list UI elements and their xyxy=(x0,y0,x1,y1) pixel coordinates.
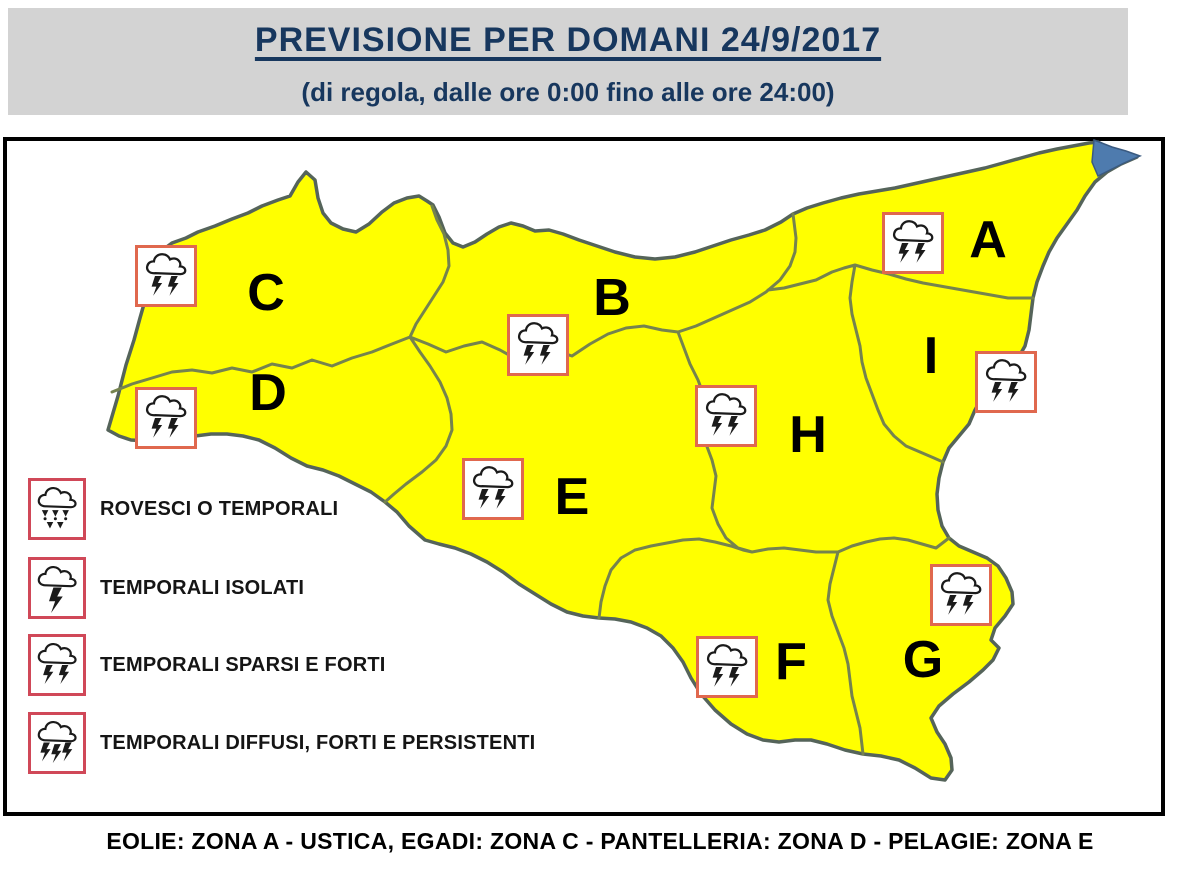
zone-label-e: E xyxy=(554,468,590,526)
legend-item-sparsi: TEMPORALI SPARSI E FORTI xyxy=(28,634,386,696)
zone-d-storm-icon xyxy=(135,387,197,449)
legend-item-diffusi: TEMPORALI DIFFUSI, FORTI E PERSISTENTI xyxy=(28,712,535,774)
page-subtitle: (di regola, dalle ore 0:00 fino alle ore… xyxy=(301,77,835,107)
zone-a-storm-icon xyxy=(882,212,944,274)
legend-label-rovesci: ROVESCI O TEMPORALI xyxy=(100,497,339,520)
zone-label-b: B xyxy=(593,269,631,327)
islands-zone-note: EOLIE: ZONA A - USTICA, EGADI: ZONA C - … xyxy=(106,828,1094,854)
legend-label-sparsi: TEMPORALI SPARSI E FORTI xyxy=(100,653,386,676)
legend-item-isolati: TEMPORALI ISOLATI xyxy=(28,557,304,619)
zone-label-d: D xyxy=(249,364,287,422)
legend-label-diffusi: TEMPORALI DIFFUSI, FORTI E PERSISTENTI xyxy=(100,731,536,754)
legend-label-isolati: TEMPORALI ISOLATI xyxy=(100,576,305,599)
temporali-diffusi-icon xyxy=(28,712,86,774)
zone-f-storm-icon xyxy=(696,636,758,698)
header: PREVISIONE PER DOMANI 24/9/2017 (di rego… xyxy=(8,8,1128,115)
zone-label-a: A xyxy=(969,211,1007,269)
zone-label-i: I xyxy=(923,327,939,385)
page-title: PREVISIONE PER DOMANI 24/9/2017 xyxy=(254,21,882,59)
temporali-sparsi-e-forti-icon xyxy=(28,634,86,696)
zone-g-storm-icon xyxy=(930,564,992,626)
legend-item-rovesci: ROVESCI O TEMPORALI xyxy=(28,478,338,540)
zone-label-f: F xyxy=(775,633,807,691)
zone-label-c: C xyxy=(247,264,285,322)
temporali-isolati-icon xyxy=(28,557,86,619)
zone-i-storm-icon xyxy=(975,351,1037,413)
zone-b-storm-icon xyxy=(507,314,569,376)
zone-h-storm-icon xyxy=(695,385,757,447)
zone-label-h: H xyxy=(789,406,827,464)
zone-label-g: G xyxy=(902,631,944,689)
zone-e-storm-icon xyxy=(462,458,524,520)
rovesci-o-temporali-icon xyxy=(28,478,86,540)
zone-c-storm-icon xyxy=(135,245,197,307)
